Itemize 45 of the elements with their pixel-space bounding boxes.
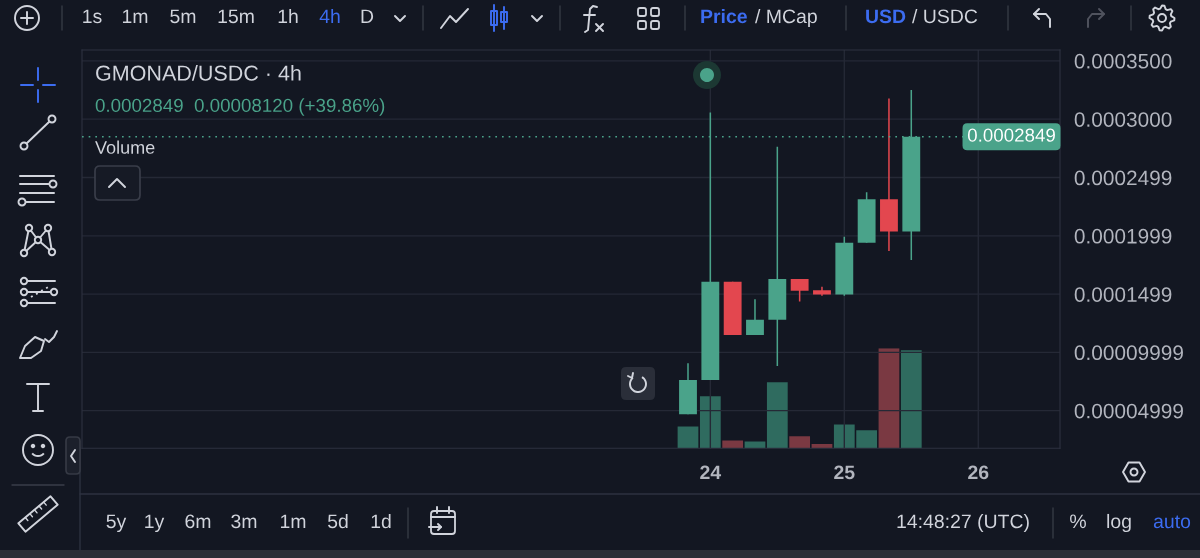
text: 1m <box>122 9 148 24</box>
text: USD <box>866 9 906 24</box>
text: 5y <box>106 514 127 533</box>
x-tick-label: 26 <box>968 465 989 480</box>
candlestick <box>790 278 809 303</box>
y-tick-label: 0.0001499 <box>1074 287 1172 302</box>
y-tick-label: 0.0002499 <box>1074 170 1172 186</box>
text: 0.0002849 0.00008120 (+39.86%) <box>95 98 385 116</box>
text: / USDC <box>912 8 978 24</box>
chart-title: Volume <box>95 140 155 154</box>
y-tick-label: 0.0003500 <box>1074 53 1172 69</box>
candlestick <box>746 298 764 336</box>
y-tick-label: 0.00009999 <box>1074 345 1183 361</box>
text: GMONAD/USDC · 4h <box>96 64 301 81</box>
bar <box>878 348 900 449</box>
text: 1s <box>83 9 102 24</box>
bar <box>900 350 922 449</box>
text: 1d <box>371 513 391 529</box>
text: 15m <box>218 9 254 24</box>
text: 6m <box>185 514 211 529</box>
text: 4h <box>319 8 340 24</box>
bar <box>699 396 721 449</box>
x-tick-label: 24 <box>700 465 722 480</box>
text: D <box>361 9 374 24</box>
text: 3m <box>231 514 257 529</box>
text: 5m <box>170 9 196 24</box>
text: 5d <box>327 513 348 529</box>
text: 14:48:27 (UTC) <box>897 513 1029 533</box>
text: auto <box>1153 515 1191 529</box>
bar <box>677 426 699 449</box>
text: 1m <box>280 514 306 529</box>
bar <box>766 382 788 449</box>
ref-line-label: 0.0002849 <box>967 128 1055 142</box>
text: 1h <box>278 8 298 24</box>
bar <box>789 436 811 449</box>
text: / MCap <box>755 8 817 28</box>
y-tick-label: 0.00004999 <box>1074 403 1183 419</box>
text: Price <box>701 8 747 24</box>
x-tick-label: 25 <box>834 465 855 480</box>
bar <box>722 440 744 449</box>
text: log <box>1107 513 1131 533</box>
y-tick-label: 0.0003000 <box>1074 112 1172 127</box>
text: % <box>1070 514 1086 529</box>
y-tick-label: 0.0001999 <box>1074 228 1172 244</box>
text: 1y <box>145 514 165 533</box>
